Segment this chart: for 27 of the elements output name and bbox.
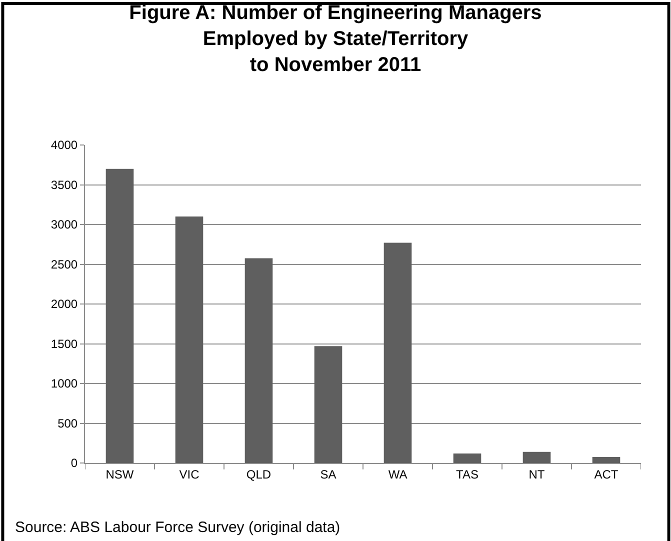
bar [244, 258, 273, 463]
bar [314, 346, 342, 463]
bar [384, 242, 412, 463]
x-tick-label: ACT [594, 467, 619, 482]
y-tick-label: 3500 [50, 178, 78, 192]
x-tick-label: NSW [106, 467, 134, 482]
chart-title: Figure A: Number of Engineering Managers Employed by State/Territory to November 2011 [129, 2, 542, 76]
x-tick-label: WA [388, 467, 408, 482]
y-tick-label: 0 [70, 456, 78, 470]
y-tick-label: 2000 [50, 297, 78, 312]
y-tick-label: 500 [58, 416, 78, 430]
x-tick-label: TAS [456, 467, 478, 482]
y-tick-label: 1000 [50, 376, 78, 391]
y-tick-label: 2500 [50, 257, 78, 272]
y-tick-label: 1500 [50, 336, 78, 351]
x-tick-label: NT [528, 467, 546, 482]
x-tick-label: QLD [246, 467, 272, 482]
x-tick-label: VIC [179, 467, 200, 482]
bar [453, 453, 482, 463]
bar [592, 457, 620, 463]
bar [522, 452, 551, 463]
source-note: Source: ABS Labour Force Survey (original data) [15, 519, 340, 536]
x-tick-label: SA [320, 467, 336, 482]
y-tick-label: 4000 [50, 138, 78, 152]
y-tick-label: 3000 [50, 218, 78, 232]
bar [175, 216, 204, 463]
bar [106, 168, 134, 463]
